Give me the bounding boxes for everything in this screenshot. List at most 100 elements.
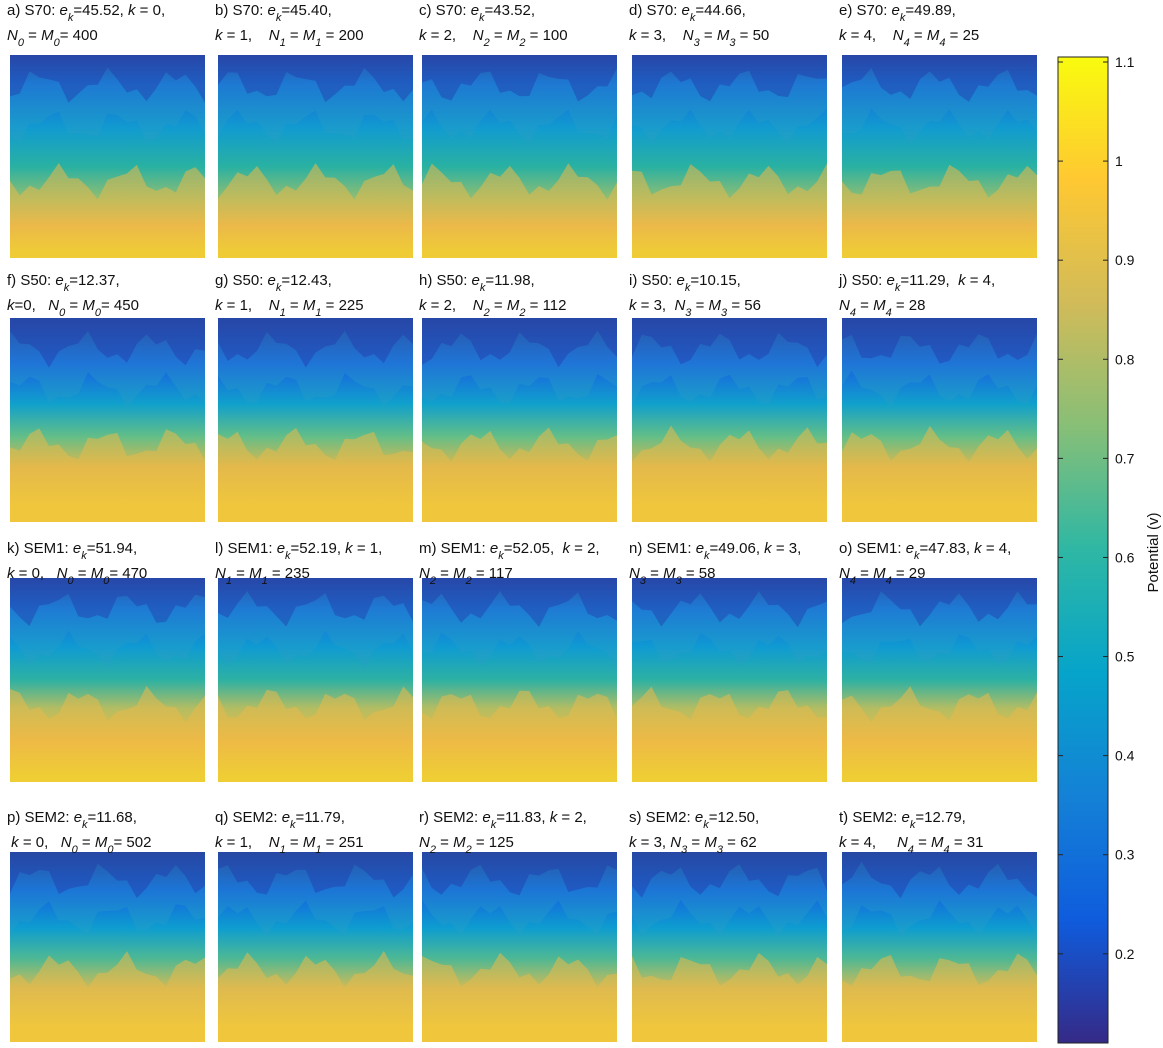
caption-text: = [700,27,717,44]
caption-italic: M [663,565,676,582]
caption-text: =11.98, [485,272,534,289]
caption-italic: e [268,2,276,19]
caption-italic: e [74,809,82,826]
figure: a) S70: ek=45.52, k = 0,N0 = M0= 400b) S… [0,0,1163,1048]
y-tick-label: 0.4 [1115,748,1135,764]
caption-text: = 31 [950,834,984,851]
caption-text: k) SEM1: [7,540,73,557]
panel-caption: l) SEM1: ek=52.19, k = 1, [215,540,382,562]
y-tick-label: 0.2 [1115,946,1135,962]
texture [10,428,205,522]
caption-italic: N [48,297,59,314]
caption-text: =45.40, [281,2,331,19]
panel: i) S50: ek=10.15,k = 3, N3 = M3 = 56 [629,272,827,522]
caption-italic: N [61,834,72,851]
caption-text: r) SEM2: [419,809,482,826]
caption-italic: e [490,540,498,557]
caption-italic: M [249,565,262,582]
caption-italic: M [927,27,940,44]
caption-italic: e [73,540,81,557]
caption-text: =11.79, [296,809,345,826]
caption-italic: M [507,297,520,314]
caption-text: = 0, [15,565,57,582]
caption-text: = 2, [570,540,600,557]
panel: s) SEM2: ek=12.50,k = 3, N3 = M3 = 62 [629,809,827,1042]
caption-italic: e [902,809,910,826]
caption-italic: M [931,834,944,851]
caption-italic: e [677,272,685,289]
caption-italic: e [472,272,480,289]
caption-text: = 0, [136,2,166,19]
caption-text: = 100 [525,27,567,44]
caption-text: = [286,297,303,314]
panel: j) S50: ek=11.29, k = 4,N4 = M4 = 28 [838,272,1037,522]
caption-italic: N [893,27,904,44]
caption-text: = [490,27,507,44]
caption-text: o) SEM1: [839,540,906,557]
panel-caption: e) S70: ek=49.89, [839,2,956,24]
caption-text: =45.52, [73,2,128,19]
caption-italic: N [839,297,850,314]
caption-italic: M [507,27,520,44]
caption-text: =11.29, [900,272,958,289]
caption-text: = 502 [113,834,151,851]
caption-sub: 2 [465,844,472,856]
caption-sub: 2 [518,307,525,319]
y-tick-label: 0.9 [1115,252,1135,268]
caption-text: =0, [15,297,49,314]
caption-sub: 2 [465,575,472,587]
caption-italic: N [215,565,226,582]
y-tick-label: 0.5 [1115,649,1135,665]
panel: r) SEM2: ek=11.83, k = 2,N2 = M2 = 125 [419,809,617,1042]
caption-text: = [286,834,303,851]
y-tick-label: 0.7 [1115,450,1135,466]
y-tick-label: 0.3 [1115,847,1135,863]
caption-italic: N [269,297,280,314]
panel-caption: a) S70: ek=45.52, k = 0, [7,2,165,24]
caption-text: =49.89, [905,2,955,19]
panel: f) S50: ek=12.37,k=0, N0 = M0= 450 [7,272,205,522]
caption-text: = [286,27,303,44]
caption-italic: N [897,834,908,851]
caption-italic: e [471,2,479,19]
panel: l) SEM1: ek=52.19, k = 1,N1 = M1 = 235 [215,540,413,782]
panel: p) SEM2: ek=11.68, k = 0, N0 = M0= 502 [7,809,205,1042]
caption-italic: N [269,834,280,851]
caption-italic: e [696,540,704,557]
caption-italic: N [683,27,694,44]
panel: g) S50: ek=12.43,k = 1, N1 = M1 = 225 [215,272,413,522]
caption-italic: M [717,27,730,44]
caption-text: =52.19, [291,540,346,557]
caption-text: = 200 [321,27,363,44]
caption-text: =12.50, [709,809,759,826]
caption-text: =11.83, [496,809,550,826]
caption-text: = 470 [109,565,147,582]
caption-text: = 1, [223,297,269,314]
panel-caption: N0 = M0= 400 [7,27,98,49]
caption-text: t) SEM2: [839,809,902,826]
panel-caption: k = 4, N4 = M4 = 25 [839,27,979,49]
caption-text: e) S70: [839,2,892,19]
caption-text: =51.94, [87,540,137,557]
caption-italic: N [670,834,681,851]
caption-text: = 3, [772,540,802,557]
caption-italic: N [839,565,850,582]
caption-text: = [436,565,453,582]
caption-text: q) SEM2: [215,809,282,826]
caption-text: = 25 [945,27,979,44]
caption-italic: e [906,540,914,557]
caption-text: = [910,27,927,44]
caption-italic: M [704,834,717,851]
caption-text: = 58 [682,565,716,582]
caption-text: = 0, [19,834,61,851]
caption-text: = [232,565,249,582]
panel-caption: k = 1, N1 = M1 = 200 [215,27,364,49]
panel: o) SEM1: ek=47.83, k = 4,N4 = M4 = 29 [839,540,1037,782]
caption-text: = [856,565,873,582]
caption-italic: M [82,297,95,314]
panel-caption: i) S50: ek=10.15, [629,272,741,294]
panel: e) S70: ek=49.89, k = 4, N4 = M4 = 25 [839,2,1037,258]
panel-caption: f) S50: ek=12.37, [7,272,120,294]
caption-italic: N [674,297,685,314]
caption-text: = 1, [223,834,269,851]
